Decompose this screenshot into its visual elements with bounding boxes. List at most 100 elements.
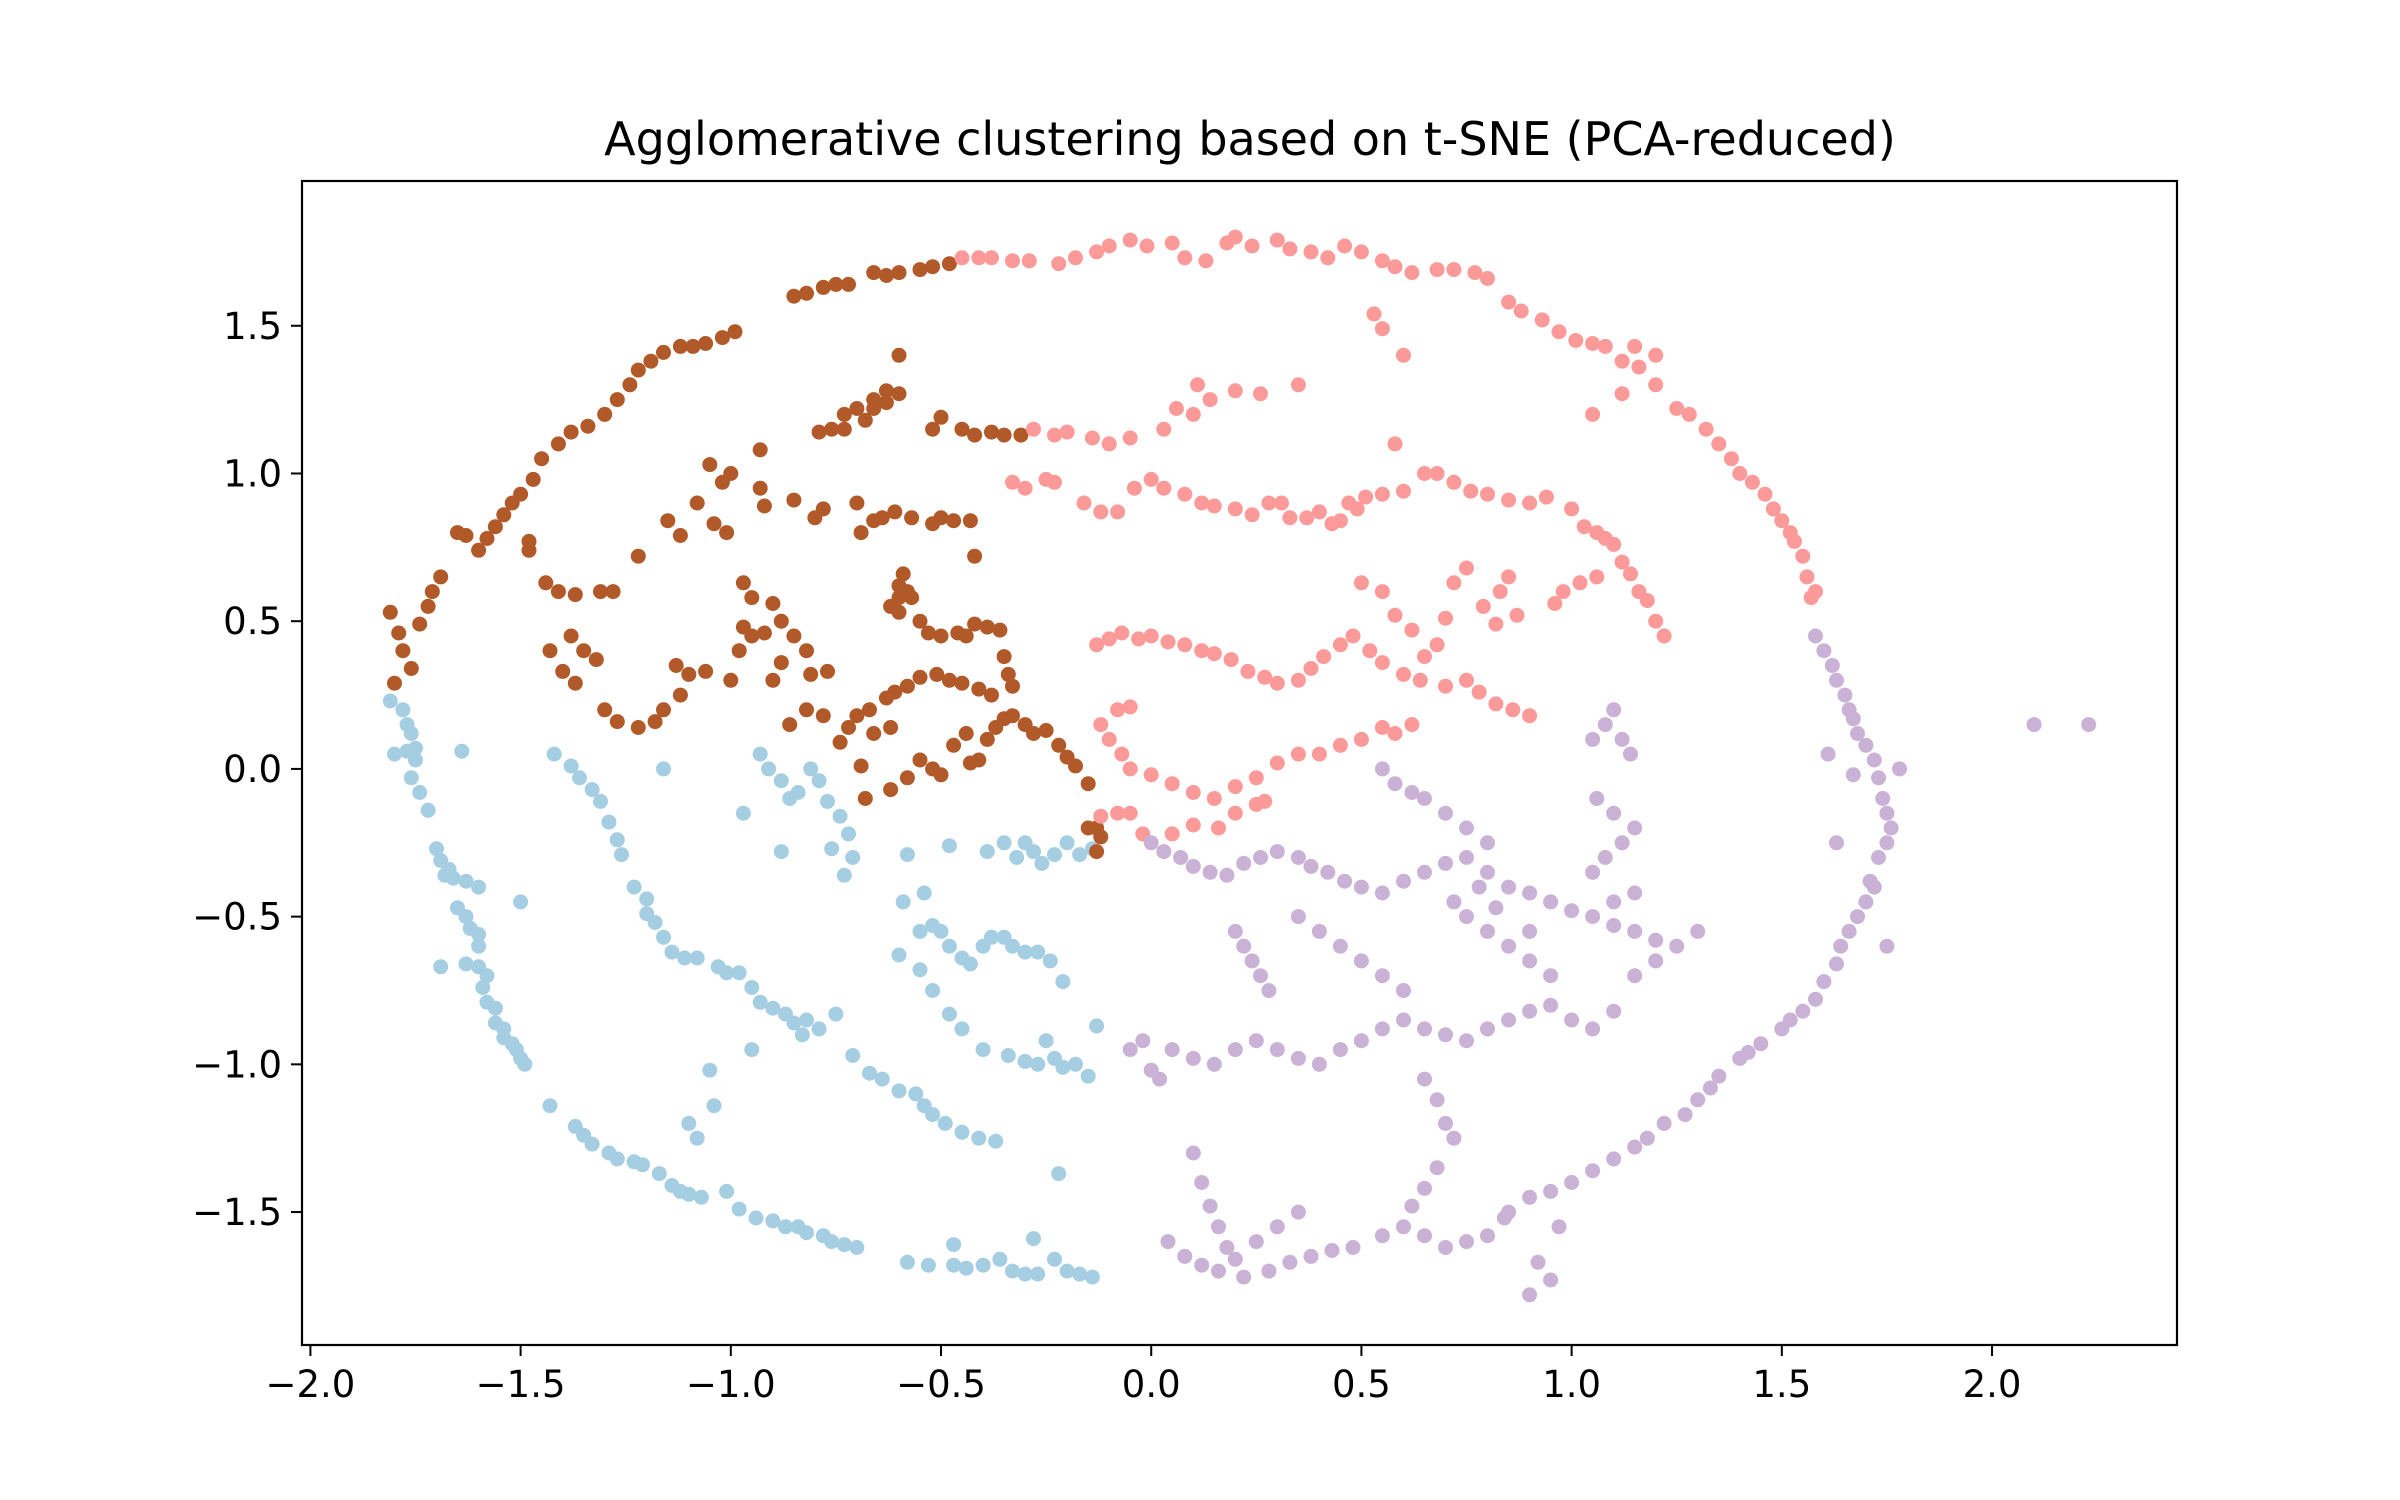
data-point xyxy=(689,950,705,966)
data-point xyxy=(403,726,419,741)
data-point xyxy=(1374,1021,1390,1037)
data-point xyxy=(1404,265,1420,281)
data-point xyxy=(597,406,613,422)
data-point xyxy=(803,761,819,777)
data-point xyxy=(836,1237,852,1253)
data-point xyxy=(1240,663,1256,679)
data-point xyxy=(1248,1234,1264,1250)
data-point xyxy=(1143,835,1159,851)
data-point xyxy=(1253,386,1268,402)
data-point xyxy=(895,894,911,910)
data-point xyxy=(471,542,487,558)
data-point xyxy=(698,336,714,351)
data-point xyxy=(1501,492,1517,508)
data-point xyxy=(1576,519,1592,535)
data-point xyxy=(593,584,608,600)
data-point xyxy=(920,1257,936,1273)
data-point xyxy=(580,418,596,434)
data-point xyxy=(786,492,802,508)
data-point xyxy=(458,909,474,925)
data-point xyxy=(471,879,487,895)
data-point xyxy=(1396,1012,1411,1028)
data-point xyxy=(1438,855,1453,871)
data-point xyxy=(773,773,789,789)
data-point xyxy=(1820,746,1836,762)
data-point xyxy=(1606,536,1622,552)
data-point xyxy=(542,1098,558,1114)
data-point xyxy=(1332,737,1348,753)
data-point xyxy=(1126,480,1142,496)
data-point xyxy=(1227,1042,1243,1058)
data-point xyxy=(1417,1021,1432,1037)
data-point xyxy=(408,740,423,756)
data-point xyxy=(1396,666,1411,682)
data-point xyxy=(1084,1269,1100,1285)
data-point xyxy=(1005,708,1020,724)
data-point xyxy=(1795,548,1811,564)
data-point xyxy=(1055,1059,1071,1075)
data-point xyxy=(1522,923,1538,939)
data-point xyxy=(1211,820,1226,836)
data-point xyxy=(1164,1042,1180,1058)
data-point xyxy=(1374,321,1390,337)
data-point xyxy=(672,687,688,703)
data-point xyxy=(1757,486,1773,502)
data-point xyxy=(1589,791,1605,806)
data-point xyxy=(874,510,890,526)
data-point xyxy=(933,628,949,644)
data-point xyxy=(1051,737,1067,753)
data-point xyxy=(635,1157,650,1173)
data-point xyxy=(849,495,865,511)
data-point xyxy=(1459,850,1474,865)
data-point xyxy=(1845,711,1861,727)
data-point xyxy=(1505,702,1521,718)
data-point xyxy=(1522,708,1538,724)
data-point xyxy=(1564,1175,1580,1190)
data-point xyxy=(681,1186,697,1202)
data-point xyxy=(656,929,671,945)
data-point xyxy=(1438,1240,1453,1255)
data-point xyxy=(799,285,814,301)
data-point xyxy=(841,276,856,292)
data-point xyxy=(773,613,789,629)
data-point xyxy=(1366,306,1382,322)
data-point xyxy=(1290,1204,1306,1220)
data-point xyxy=(1374,253,1390,269)
data-point xyxy=(1206,498,1222,514)
data-point xyxy=(1711,1068,1727,1084)
data-point xyxy=(899,678,915,694)
data-point xyxy=(933,510,949,526)
data-point xyxy=(1000,1048,1016,1063)
data-point xyxy=(1122,805,1138,821)
data-point xyxy=(904,510,920,526)
data-point xyxy=(1072,847,1088,863)
data-point xyxy=(1227,923,1243,939)
data-point xyxy=(1194,643,1210,659)
data-point xyxy=(1438,805,1453,821)
data-point xyxy=(891,1083,907,1099)
data-point xyxy=(1387,607,1403,623)
data-point xyxy=(874,1071,890,1087)
data-point xyxy=(1614,386,1630,402)
data-point xyxy=(752,746,768,762)
data-point xyxy=(1690,1092,1706,1108)
data-point xyxy=(1412,672,1428,688)
data-point xyxy=(866,726,882,741)
data-point xyxy=(622,377,638,393)
data-point xyxy=(1005,474,1020,490)
data-point xyxy=(424,584,440,600)
data-point xyxy=(962,956,978,972)
data-point xyxy=(1522,495,1538,511)
data-point xyxy=(1459,672,1474,688)
data-point xyxy=(794,1027,810,1043)
data-point xyxy=(1627,1139,1643,1155)
data-point xyxy=(420,598,436,614)
data-point xyxy=(1850,909,1865,925)
data-point xyxy=(1669,401,1685,416)
data-point xyxy=(1185,785,1201,800)
data-point xyxy=(912,752,928,768)
data-point xyxy=(1417,1071,1432,1087)
data-point xyxy=(475,980,491,995)
data-point xyxy=(1564,903,1580,919)
data-point xyxy=(975,1257,991,1273)
